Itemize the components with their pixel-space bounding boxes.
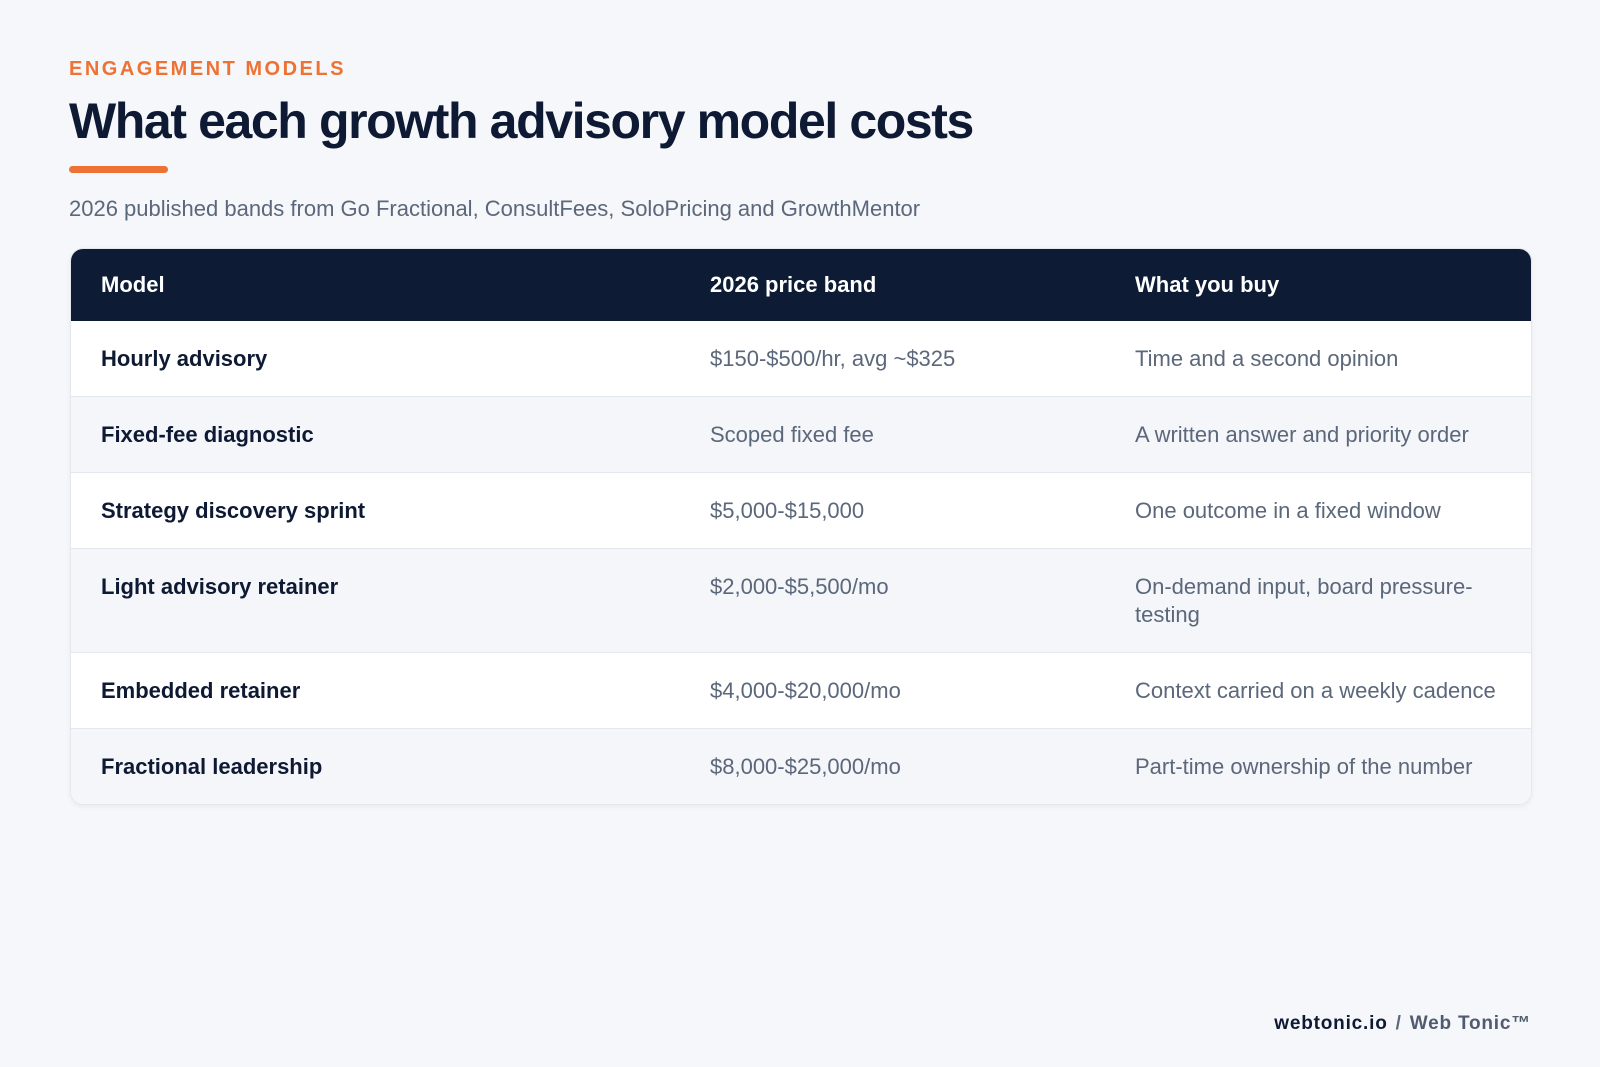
table-row: Embedded retainer $4,000-$20,000/mo Cont… — [71, 652, 1531, 729]
price-cell: $8,000-$25,000/mo — [680, 728, 1105, 804]
model-cell: Light advisory retainer — [71, 548, 680, 653]
table-row: Hourly advisory $150-$500/hr, avg ~$325 … — [71, 321, 1531, 397]
table-row: Fixed-fee diagnostic Scoped fixed fee A … — [71, 396, 1531, 473]
price-cell: $2,000-$5,500/mo — [680, 548, 1105, 653]
column-header-price-band: 2026 price band — [710, 272, 877, 297]
page-title: What each growth advisory model costs — [69, 93, 974, 149]
column-header-what-you-buy: What you buy — [1135, 272, 1280, 297]
model-cell: Strategy discovery sprint — [71, 472, 680, 549]
footer-separator: / — [1395, 1013, 1402, 1034]
page-subtitle: 2026 published bands from Go Fractional,… — [69, 196, 921, 221]
footer-domain: webtonic.io — [1274, 1013, 1388, 1034]
table-row: Light advisory retainer $2,000-$5,500/mo… — [71, 548, 1531, 653]
price-cell: $5,000-$15,000 — [680, 472, 1105, 549]
buy-cell: Part-time ownership of the number — [1105, 728, 1531, 804]
buy-cell: Context carried on a weekly cadence — [1105, 652, 1531, 729]
footer-brand: Web Tonic™ — [1409, 1013, 1531, 1034]
pricing-table-card: Model 2026 price band What you buy Hourl… — [70, 248, 1532, 805]
model-cell: Embedded retainer — [71, 652, 680, 729]
pricing-table: Model 2026 price band What you buy Hourl… — [71, 249, 1531, 804]
title-accent-bar — [69, 166, 168, 173]
table-header-row: Model 2026 price band What you buy — [71, 249, 1531, 321]
price-cell: Scoped fixed fee — [680, 396, 1105, 473]
footer-credit: webtonic.io / Web Tonic™ — [1274, 1013, 1531, 1035]
table-row: Strategy discovery sprint $5,000-$15,000… — [71, 472, 1531, 549]
model-cell: Fixed-fee diagnostic — [71, 396, 680, 473]
buy-cell: One outcome in a fixed window — [1105, 472, 1531, 549]
buy-cell: On-demand input, board pressure-testing — [1105, 548, 1531, 653]
price-cell: $150-$500/hr, avg ~$325 — [710, 346, 956, 371]
buy-cell: A written answer and priority order — [1105, 396, 1531, 473]
column-header-model: Model — [101, 272, 165, 297]
eyebrow-label: ENGAGEMENT MODELS — [69, 58, 346, 80]
table-row: Fractional leadership $8,000-$25,000/mo … — [71, 728, 1531, 804]
model-cell: Hourly advisory — [101, 346, 268, 371]
model-cell: Fractional leadership — [71, 728, 680, 804]
price-cell: $4,000-$20,000/mo — [680, 652, 1105, 729]
buy-cell: Time and a second opinion — [1135, 346, 1399, 371]
